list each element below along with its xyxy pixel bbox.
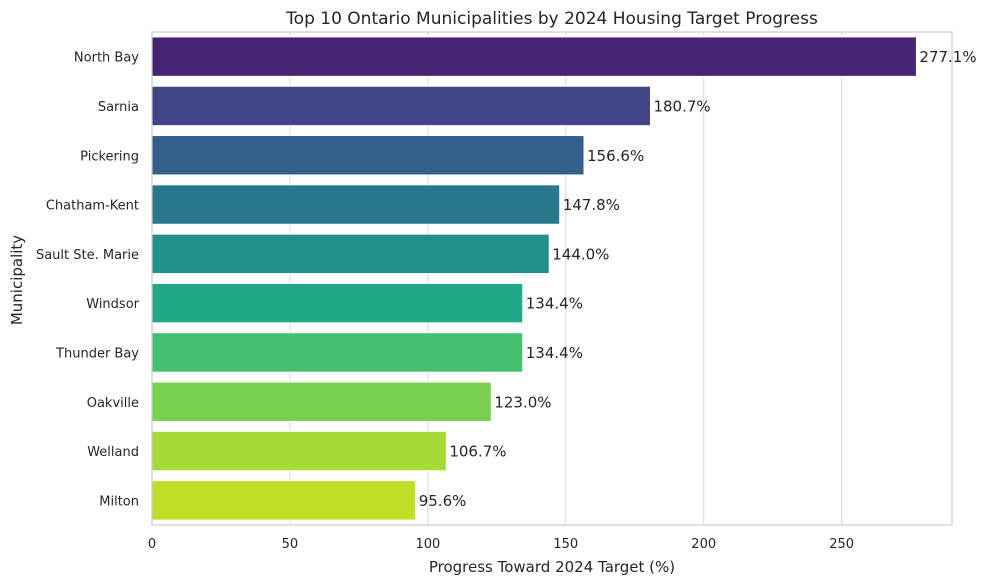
chart-title: Top 10 Ontario Municipalities by 2024 Ho… bbox=[285, 9, 818, 29]
y-tick-label: Pickering bbox=[80, 149, 139, 164]
x-tick-label: 0 bbox=[148, 537, 156, 552]
bar-value-label: 134.4% bbox=[526, 295, 583, 313]
y-axis-label: Municipality bbox=[8, 235, 26, 325]
y-tick-label: Chatham-Kent bbox=[46, 199, 139, 214]
bars bbox=[151, 36, 917, 521]
x-tick-label: 250 bbox=[829, 537, 854, 552]
bar bbox=[151, 430, 447, 472]
x-tick-label: 200 bbox=[691, 537, 716, 552]
y-tick-labels: North Bay Sarnia Pickering Chatham-Kent Saul… bbox=[36, 51, 140, 510]
bar bbox=[151, 36, 917, 77]
bar bbox=[151, 85, 651, 127]
bar-value-label: 277.1% bbox=[919, 48, 976, 66]
bar-value-label: 123.0% bbox=[494, 393, 551, 411]
bar-value-label: 106.7% bbox=[449, 443, 506, 461]
plot-frame bbox=[151, 31, 953, 526]
y-tick-label: Milton bbox=[99, 494, 139, 509]
x-tick-label: 100 bbox=[415, 537, 440, 552]
y-tick-label: North Bay bbox=[74, 51, 139, 66]
bar-value-label: 180.7% bbox=[653, 97, 710, 115]
bar-value-label: 95.6% bbox=[419, 492, 467, 510]
bar-value-label: 156.6% bbox=[587, 147, 644, 165]
bar bbox=[151, 282, 524, 324]
x-tick-label: 50 bbox=[282, 537, 299, 552]
bar-value-label: 147.8% bbox=[563, 196, 620, 214]
y-tick-label: Windsor bbox=[86, 297, 139, 312]
y-tick-label: Thunder Bay bbox=[55, 346, 139, 361]
x-tick-label: 150 bbox=[553, 537, 578, 552]
y-tick-label: Sarnia bbox=[98, 100, 139, 115]
bar bbox=[151, 480, 417, 521]
value-labels: 277.1% 180.7% 156.6% 147.8% 144.0% 134.4% 134.… bbox=[419, 48, 977, 510]
bar bbox=[151, 233, 550, 275]
bar bbox=[151, 332, 524, 373]
y-tick-label: Oakville bbox=[87, 396, 139, 411]
x-tick-labels: 0 50 100 150 200 250 bbox=[148, 537, 854, 552]
bar bbox=[151, 184, 561, 225]
y-tick-label: Welland bbox=[87, 445, 139, 460]
x-axis-label: Progress Toward 2024 Target (%) bbox=[429, 558, 675, 576]
bar-value-label: 144.0% bbox=[552, 245, 609, 263]
bar bbox=[151, 381, 492, 422]
bar bbox=[151, 135, 585, 176]
y-tick-label: Sault Ste. Marie bbox=[36, 248, 139, 263]
bar-value-label: 134.4% bbox=[526, 344, 583, 362]
